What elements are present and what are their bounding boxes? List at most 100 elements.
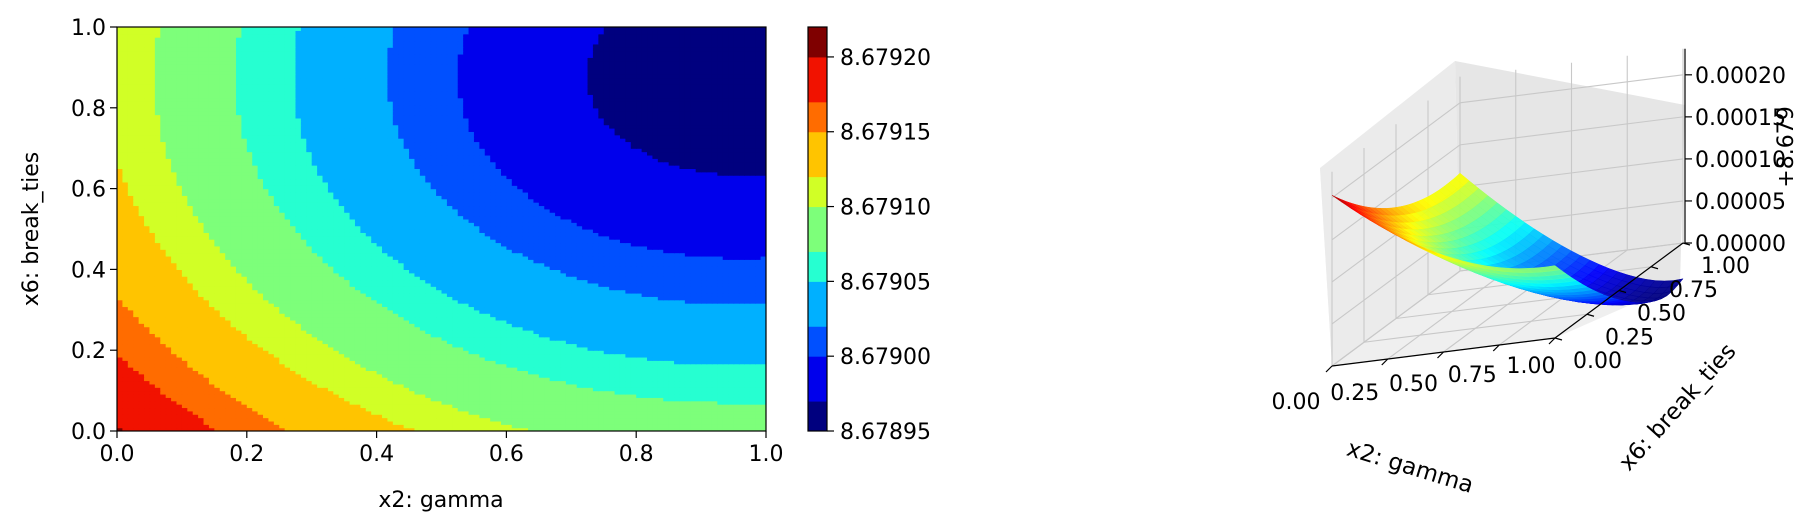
contour-cell: [425, 427, 432, 431]
contour-cell: [279, 427, 286, 431]
contour-cell: [290, 427, 297, 431]
contour-cell: [344, 427, 351, 431]
contour-cell: [181, 424, 188, 429]
contour-cell: [663, 427, 670, 431]
contour-cell: [198, 427, 205, 431]
contour-cell: [749, 427, 756, 431]
contour-cell: [354, 427, 361, 431]
contour-cell: [441, 427, 448, 431]
contour-cell: [344, 424, 351, 429]
contour-cell: [268, 427, 275, 431]
contour-cell: [592, 424, 599, 429]
contour-cell: [614, 427, 621, 431]
contour-cell: [317, 424, 324, 429]
contour-cell: [760, 427, 766, 431]
contour-cell: [127, 424, 134, 429]
contour-cell: [463, 427, 470, 431]
contour-cell: [582, 427, 589, 431]
contour-cell: [376, 424, 383, 429]
contour-cell: [198, 424, 205, 429]
contour-cell: [235, 424, 242, 429]
contour-cell: [641, 427, 648, 431]
contour-cell: [327, 424, 334, 429]
contour-cell: [484, 427, 491, 431]
contour-cell: [387, 424, 394, 429]
contour-cell: [533, 427, 540, 431]
contour-cell: [463, 424, 470, 429]
contour-cell: [349, 424, 356, 429]
contour-cell: [192, 424, 199, 429]
contour-cell: [452, 424, 459, 429]
contour-cell: [333, 424, 340, 429]
contour-cell: [208, 427, 215, 431]
contour-cell: [117, 424, 124, 429]
contour-cell: [679, 427, 686, 431]
contour-cell: [311, 424, 318, 429]
contour-cell: [154, 424, 161, 429]
contour-cell: [300, 427, 307, 431]
contour-fill-layer: [117, 27, 766, 431]
contour-cell: [257, 427, 264, 431]
contour-cell: [571, 427, 578, 431]
contour-cell: [690, 427, 697, 431]
contour-cell: [711, 427, 718, 431]
contour-cell: [365, 424, 372, 429]
contour-cell: [246, 427, 253, 431]
contour-cell: [436, 424, 443, 429]
contour-cell: [171, 427, 178, 431]
contour-cell: [290, 424, 297, 429]
contour-cell: [284, 427, 291, 431]
contour-cell: [165, 424, 172, 429]
contour-cell: [241, 427, 248, 431]
contour-cell: [479, 424, 486, 429]
contour-cell: [744, 427, 751, 431]
contour-cell: [306, 427, 313, 431]
contour-cell: [165, 427, 172, 431]
contour-cell: [371, 424, 378, 429]
contour-cell: [473, 427, 480, 431]
contour-cell: [684, 427, 691, 431]
contour-cell: [457, 427, 464, 431]
contour-cell: [625, 427, 632, 431]
contour-cell: [171, 424, 178, 429]
contour-cell: [576, 424, 583, 429]
contour-cell: [571, 424, 578, 429]
contour-cell: [565, 424, 572, 429]
contour-cell: [468, 427, 475, 431]
contour-cell: [619, 427, 626, 431]
contour-cell: [284, 424, 291, 429]
contour-cell: [327, 427, 334, 431]
contour-cell: [657, 427, 664, 431]
contour-cell: [528, 427, 535, 431]
contour-cell: [138, 424, 145, 429]
contour-cell: [122, 424, 129, 429]
contour-cell: [398, 424, 405, 429]
contour-cell: [528, 424, 535, 429]
contour-cell: [382, 424, 389, 429]
contour-cell: [192, 427, 199, 431]
contour-cell: [392, 427, 399, 431]
contour-cell: [322, 427, 329, 431]
contour-cell: [403, 424, 410, 429]
contour-cell: [430, 427, 437, 431]
contour-cell: [203, 424, 210, 429]
contour-cell: [160, 427, 167, 431]
contour-cell: [349, 427, 356, 431]
contour-cell: [371, 427, 378, 431]
contour-cell: [495, 427, 502, 431]
contour-cell: [495, 424, 502, 429]
contour-cell: [674, 427, 681, 431]
contour-cell: [398, 427, 405, 431]
contour-cell: [506, 424, 513, 429]
contour-cell: [230, 427, 237, 431]
contour-cell: [322, 424, 329, 429]
contour-cell: [560, 427, 567, 431]
contour-cell: [317, 427, 324, 431]
contour-cell: [214, 427, 221, 431]
contour-cell: [436, 427, 443, 431]
contour-cell: [273, 424, 280, 429]
contour-cell: [555, 427, 562, 431]
contour-cell: [592, 427, 599, 431]
contour-cell: [187, 427, 194, 431]
contour-cell: [560, 424, 567, 429]
